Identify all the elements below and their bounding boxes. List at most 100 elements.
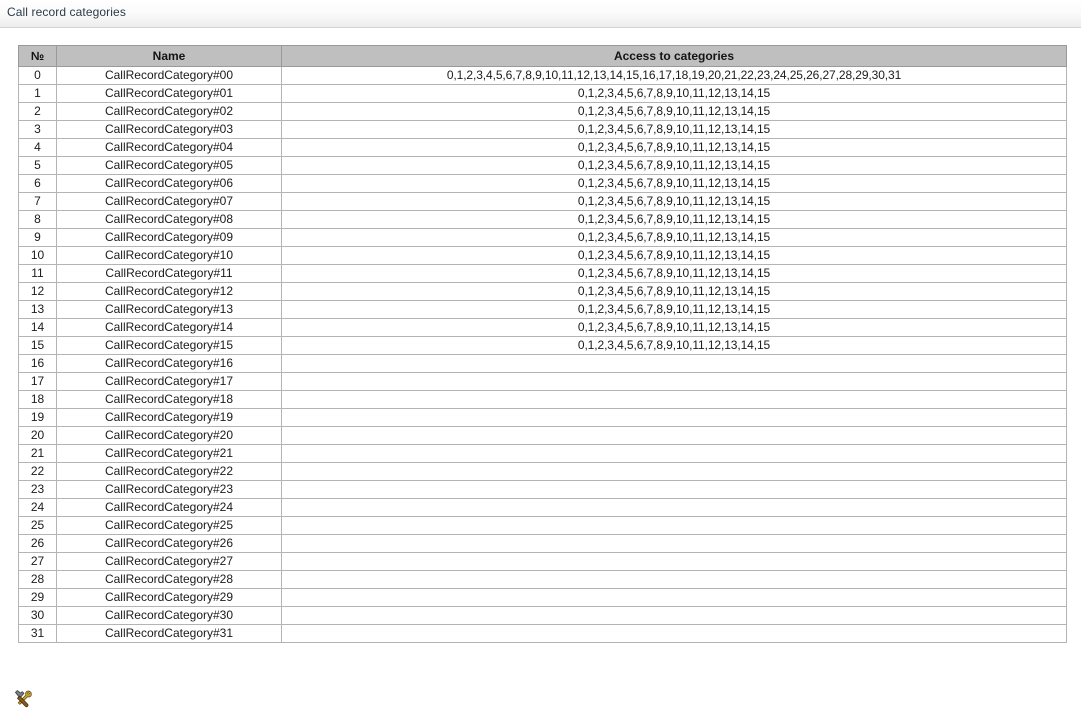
table-row[interactable]: 9 CallRecordCategory#09 0,1,2,3,4,5,6,7,8,… [18,228,1067,247]
cell-category-name: CallRecordCategory#06 [56,174,282,193]
cell-category-name: CallRecordCategory#16 [56,354,282,373]
table-row[interactable]: 1 CallRecordCategory#01 0,1,2,3,4,5,6,7,8,… [18,84,1067,103]
cell-access-to-categories [281,552,1067,571]
cell-category-name: CallRecordCategory#05 [56,156,282,175]
table-row[interactable]: 30 CallRecordCategory#30 [18,606,1067,625]
table-row[interactable]: 22 CallRecordCategory#22 [18,462,1067,481]
column-header-name[interactable]: Name [56,45,282,67]
cell-access-to-categories: 0,1,2,3,4,5,6,7,8,9,10,11,12,13,14,15 [281,336,1067,355]
table-row[interactable]: 5 CallRecordCategory#05 0,1,2,3,4,5,6,7,8,… [18,156,1067,175]
cell-access-to-categories [281,426,1067,445]
cell-access-to-categories: 0,1,2,3,4,5,6,7,8,9,10,11,12,13,14,15 [281,138,1067,157]
cell-number: 24 [18,498,57,517]
cell-number: 25 [18,516,57,535]
table-row[interactable]: 7 CallRecordCategory#07 0,1,2,3,4,5,6,7,8,… [18,192,1067,211]
cell-category-name: CallRecordCategory#15 [56,336,282,355]
cell-number: 6 [18,174,57,193]
column-header-number[interactable]: № [18,45,57,67]
table-row[interactable]: 4 CallRecordCategory#04 0,1,2,3,4,5,6,7,8,… [18,138,1067,157]
cell-category-name: CallRecordCategory#25 [56,516,282,535]
cell-access-to-categories [281,444,1067,463]
table-row[interactable]: 29 CallRecordCategory#29 [18,588,1067,607]
cell-access-to-categories: 0,1,2,3,4,5,6,7,8,9,10,11,12,13,14,15 [281,156,1067,175]
cell-access-to-categories [281,516,1067,535]
table-row[interactable]: 25 CallRecordCategory#25 [18,516,1067,535]
table-row[interactable]: 17 CallRecordCategory#17 [18,372,1067,391]
cell-category-name: CallRecordCategory#29 [56,588,282,607]
cell-number: 31 [18,624,57,643]
cell-category-name: CallRecordCategory#21 [56,444,282,463]
cell-category-name: CallRecordCategory#30 [56,606,282,625]
cell-number: 9 [18,228,57,247]
table-row[interactable]: 26 CallRecordCategory#26 [18,534,1067,553]
cell-access-to-categories: 0,1,2,3,4,5,6,7,8,9,10,11,12,13,14,15 [281,174,1067,193]
cell-category-name: CallRecordCategory#18 [56,390,282,409]
table-row[interactable]: 13 CallRecordCategory#13 0,1,2,3,4,5,6,7,8… [18,300,1067,319]
table-row[interactable]: 28 CallRecordCategory#28 [18,570,1067,589]
cell-access-to-categories [281,372,1067,391]
table-row[interactable]: 15 CallRecordCategory#15 0,1,2,3,4,5,6,7,8… [18,336,1067,355]
table-row[interactable]: 16 CallRecordCategory#16 [18,354,1067,373]
table-row[interactable]: 14 CallRecordCategory#14 0,1,2,3,4,5,6,7,8… [18,318,1067,337]
cell-number: 16 [18,354,57,373]
cell-number: 1 [18,84,57,103]
cell-number: 19 [18,408,57,427]
cell-category-name: CallRecordCategory#03 [56,120,282,139]
call-record-categories-table-container: № Name Access to categories 0 CallRecordC… [18,45,1067,643]
table-row[interactable]: 21 CallRecordCategory#21 [18,444,1067,463]
cell-access-to-categories: 0,1,2,3,4,5,6,7,8,9,10,11,12,13,14,15 [281,300,1067,319]
call-record-categories-table: № Name Access to categories 0 CallRecordC… [18,45,1067,643]
cell-access-to-categories: 0,1,2,3,4,5,6,7,8,9,10,11,12,13,14,15 [281,246,1067,265]
table-row[interactable]: 0 CallRecordCategory#00 0,1,2,3,4,5,6,7,8,… [18,66,1067,85]
cell-number: 27 [18,552,57,571]
cell-category-name: CallRecordCategory#13 [56,300,282,319]
table-row[interactable]: 12 CallRecordCategory#12 0,1,2,3,4,5,6,7,8… [18,282,1067,301]
cell-category-name: CallRecordCategory#12 [56,282,282,301]
cell-access-to-categories: 0,1,2,3,4,5,6,7,8,9,10,11,12,13,14,15 [281,84,1067,103]
cell-category-name: CallRecordCategory#17 [56,372,282,391]
cell-access-to-categories [281,354,1067,373]
cell-number: 15 [18,336,57,355]
window-titlebar: Call record categories [0,0,1081,28]
column-header-access-to-categories[interactable]: Access to categories [281,45,1067,67]
cell-number: 28 [18,570,57,589]
cell-number: 26 [18,534,57,553]
cell-category-name: CallRecordCategory#27 [56,552,282,571]
cell-number: 21 [18,444,57,463]
cell-category-name: CallRecordCategory#24 [56,498,282,517]
cell-access-to-categories [281,624,1067,643]
table-row[interactable]: 24 CallRecordCategory#24 [18,498,1067,517]
table-row[interactable]: 11 CallRecordCategory#11 0,1,2,3,4,5,6,7,8… [18,264,1067,283]
table-row[interactable]: 10 CallRecordCategory#10 0,1,2,3,4,5,6,7,8… [18,246,1067,265]
cell-category-name: CallRecordCategory#08 [56,210,282,229]
cell-category-name: CallRecordCategory#22 [56,462,282,481]
cell-number: 4 [18,138,57,157]
table-row[interactable]: 23 CallRecordCategory#23 [18,480,1067,499]
table-row[interactable]: 3 CallRecordCategory#03 0,1,2,3,4,5,6,7,8,… [18,120,1067,139]
table-row[interactable]: 18 CallRecordCategory#18 [18,390,1067,409]
table-body: 0 CallRecordCategory#00 0,1,2,3,4,5,6,7,8,… [18,66,1067,643]
cell-number: 3 [18,120,57,139]
table-row[interactable]: 2 CallRecordCategory#02 0,1,2,3,4,5,6,7,8,… [18,102,1067,121]
table-header: № Name Access to categories [18,45,1067,67]
cell-number: 7 [18,192,57,211]
cell-number: 0 [18,66,57,85]
cell-number: 12 [18,282,57,301]
tools-icon[interactable] [13,689,33,709]
cell-access-to-categories [281,606,1067,625]
table-row[interactable]: 6 CallRecordCategory#06 0,1,2,3,4,5,6,7,8,… [18,174,1067,193]
cell-access-to-categories [281,390,1067,409]
table-row[interactable]: 20 CallRecordCategory#20 [18,426,1067,445]
cell-number: 13 [18,300,57,319]
page-title: Call record categories [7,5,126,19]
cell-category-name: CallRecordCategory#31 [56,624,282,643]
cell-category-name: CallRecordCategory#10 [56,246,282,265]
cell-number: 30 [18,606,57,625]
cell-access-to-categories [281,588,1067,607]
cell-number: 20 [18,426,57,445]
table-row[interactable]: 31 CallRecordCategory#31 [18,624,1067,643]
table-row[interactable]: 8 CallRecordCategory#08 0,1,2,3,4,5,6,7,8,… [18,210,1067,229]
cell-access-to-categories: 0,1,2,3,4,5,6,7,8,9,10,11,12,13,14,15 [281,120,1067,139]
table-row[interactable]: 27 CallRecordCategory#27 [18,552,1067,571]
table-row[interactable]: 19 CallRecordCategory#19 [18,408,1067,427]
